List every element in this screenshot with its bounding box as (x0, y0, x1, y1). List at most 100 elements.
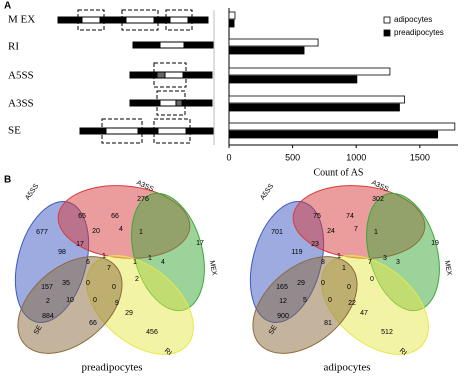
region-count: 677 (36, 229, 48, 236)
bar (228, 19, 235, 28)
region-count: 2 (135, 276, 139, 283)
region-count: 17 (196, 240, 204, 247)
category-label: A3SS (8, 98, 34, 110)
region-count: 0 (321, 280, 325, 287)
x-axis-label: Count of AS (313, 167, 363, 178)
region-count: 119 (291, 249, 302, 256)
region-count: 65 (78, 213, 86, 220)
category-label: A5SS (8, 70, 34, 82)
region-count: 22 (348, 300, 356, 307)
region-count: 456 (146, 329, 158, 336)
region-count: 1 (133, 259, 137, 266)
venn-title: preadipocytes (81, 362, 142, 374)
x-tick-label: 1500 (410, 152, 430, 162)
region-count: 0 (328, 297, 332, 304)
region-count: 2 (46, 298, 50, 305)
region-count: 75 (313, 213, 321, 220)
bar (228, 130, 439, 139)
region-count: 3 (396, 259, 400, 266)
region-count: 7 (354, 226, 358, 233)
region-count: 165 (276, 284, 288, 291)
region-count: 7 (107, 265, 111, 272)
region-count: 10 (66, 297, 74, 304)
legend-swatch (383, 16, 391, 24)
region-count: 66 (111, 213, 119, 220)
region-count: 1 (139, 229, 143, 236)
region-count: 1 (148, 255, 152, 262)
venn-set (17, 256, 123, 354)
x-tick-label: 500 (285, 152, 300, 162)
region-count: 8 (321, 259, 325, 266)
panel-label: A (4, 1, 11, 12)
x-tick-label: 0 (226, 152, 231, 162)
set-label: A5SS (24, 183, 40, 202)
set-label: A5SS (259, 183, 275, 202)
region-count: 1 (374, 229, 378, 236)
bar (228, 11, 236, 20)
region-count: 0 (112, 284, 116, 291)
region-count: 1 (337, 253, 341, 260)
region-count: 81 (324, 320, 332, 327)
region-count: 35 (62, 280, 70, 287)
set-label: RI (398, 347, 408, 357)
region-count: 302 (372, 196, 384, 203)
region-count: 4 (161, 259, 165, 266)
bar (228, 46, 305, 55)
region-count: 0 (370, 276, 374, 283)
region-count: 900 (277, 313, 289, 320)
bar (228, 95, 405, 104)
bar (228, 38, 319, 47)
region-count: 884 (42, 313, 54, 320)
bar (228, 75, 358, 84)
region-count: 1 (102, 253, 106, 260)
venn-set (252, 256, 358, 354)
region-count: 4 (119, 226, 123, 233)
category-label: M EX (8, 14, 35, 26)
venn-title: adipocytes (323, 362, 370, 374)
legend-label: preadipocytes (394, 28, 444, 37)
region-count: 0 (347, 284, 351, 291)
region-count: 3 (383, 255, 387, 262)
region-count: 24 (327, 228, 335, 235)
set-label: RI (163, 347, 173, 357)
category-label: RI (8, 41, 19, 53)
region-count: 19 (431, 240, 439, 247)
region-count: 0 (86, 280, 90, 287)
bar (228, 67, 391, 76)
region-count: 276 (137, 196, 149, 203)
region-count: 98 (58, 249, 66, 256)
region-count: 29 (125, 310, 133, 317)
bar (228, 103, 400, 112)
region-count: 512 (381, 329, 393, 336)
panel-label: B (4, 175, 11, 186)
region-count: 157 (41, 284, 53, 291)
region-count: 74 (346, 213, 354, 220)
region-count: 23 (311, 241, 319, 248)
set-label: MEX (443, 260, 453, 276)
gene-structures (57, 9, 214, 144)
region-count: 66 (89, 320, 97, 327)
bar (228, 122, 456, 131)
region-count: 5 (303, 297, 307, 304)
category-label: SE (8, 125, 21, 137)
region-count: 0 (93, 297, 97, 304)
region-count: 29 (297, 280, 305, 287)
region-count: 7 (368, 259, 372, 266)
region-count: 17 (76, 241, 84, 248)
legend-label: adipocytes (394, 15, 432, 24)
set-label: SE (268, 324, 279, 336)
legend-swatch (383, 29, 391, 37)
set-label: SE (33, 324, 44, 336)
region-count: 701 (271, 229, 283, 236)
region-count: 1 (342, 265, 346, 272)
region-count: 9 (115, 300, 119, 307)
region-count: 6 (86, 259, 90, 266)
region-count: 47 (360, 310, 368, 317)
x-tick-label: 1000 (346, 152, 366, 162)
region-count: 12 (279, 298, 287, 305)
set-label: MEX (208, 260, 218, 276)
region-count: 20 (92, 228, 100, 235)
